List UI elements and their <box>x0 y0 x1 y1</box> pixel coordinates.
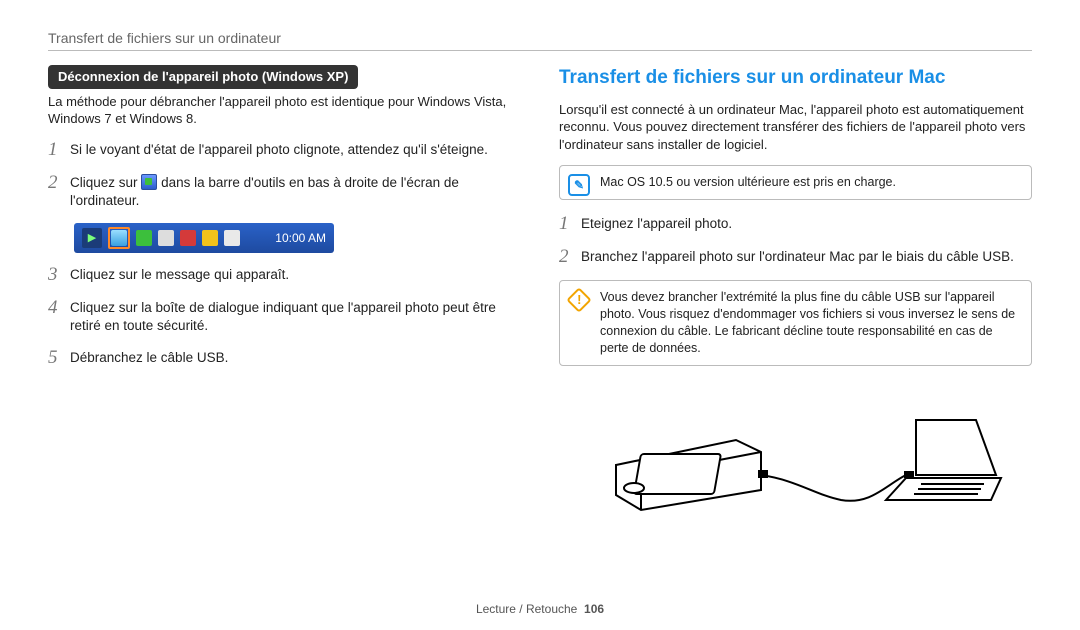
tray-icon <box>136 230 152 246</box>
safe-remove-icon <box>141 174 157 190</box>
info-icon: ✎ <box>568 174 590 196</box>
footer-section: Lecture / Retouche <box>476 602 577 616</box>
warning-icon: ! <box>566 287 591 312</box>
step-number: 2 <box>559 247 581 267</box>
tray-clock: 10:00 AM <box>275 230 326 246</box>
tray-icon <box>202 230 218 246</box>
step-text: Eteignez l'appareil photo. <box>581 214 1032 234</box>
step-text-a: Cliquez sur <box>70 175 138 190</box>
step-number: 2 <box>48 173 70 210</box>
info-note: ✎ Mac OS 10.5 ou version ultérieure est … <box>559 165 1032 200</box>
section-title-mac: Transfert de fichiers sur un ordinateur … <box>559 65 1032 91</box>
step-number: 5 <box>48 348 70 368</box>
start-button-icon: ▶ <box>82 228 102 248</box>
tray-icon <box>224 230 240 246</box>
left-steps-continued: 3 Cliquez sur le message qui apparaît. 4… <box>48 265 521 368</box>
warning-note-text: Vous devez brancher l'extrémité la plus … <box>600 290 1015 355</box>
step-text: Branchez l'appareil photo sur l'ordinate… <box>581 247 1032 267</box>
right-column: Transfert de fichiers sur un ordinateur … <box>559 65 1032 520</box>
step-number: 1 <box>559 214 581 234</box>
camera-laptop-illustration <box>559 380 1032 520</box>
page-footer: Lecture / Retouche 106 <box>0 602 1080 616</box>
section-pill-disconnect: Déconnexion de l'appareil photo (Windows… <box>48 65 358 89</box>
left-intro: La méthode pour débrancher l'appareil ph… <box>48 93 521 128</box>
step-text: Cliquez sur dans la barre d'outils en ba… <box>70 173 521 210</box>
step-text: Débranchez le câble USB. <box>70 348 521 368</box>
left-steps: 1 Si le voyant d'état de l'appareil phot… <box>48 140 521 210</box>
left-column: Déconnexion de l'appareil photo (Windows… <box>48 65 521 520</box>
step-number: 3 <box>48 265 70 285</box>
step-text: Cliquez sur la boîte de dialogue indiqua… <box>70 298 521 335</box>
info-note-text: Mac OS 10.5 ou version ultérieure est pr… <box>600 175 896 189</box>
tray-icon <box>158 230 174 246</box>
right-intro: Lorsqu'il est connecté à un ordinateur M… <box>559 101 1032 154</box>
step-number: 1 <box>48 140 70 160</box>
step-text: Si le voyant d'état de l'appareil photo … <box>70 140 521 160</box>
tray-highlight <box>108 227 130 249</box>
tray-icon <box>180 230 196 246</box>
tray-safe-remove-icon <box>111 230 127 246</box>
taskbar-screenshot: ▶ 10:00 AM <box>74 223 334 253</box>
header-rule <box>48 50 1032 51</box>
step-number: 4 <box>48 298 70 335</box>
warning-note: ! Vous devez brancher l'extrémité la plu… <box>559 280 1032 366</box>
breadcrumb: Transfert de fichiers sur un ordinateur <box>48 30 1032 46</box>
right-steps: 1 Eteignez l'appareil photo. 2 Branchez … <box>559 214 1032 267</box>
footer-page-number: 106 <box>584 602 604 616</box>
step-text: Cliquez sur le message qui apparaît. <box>70 265 521 285</box>
